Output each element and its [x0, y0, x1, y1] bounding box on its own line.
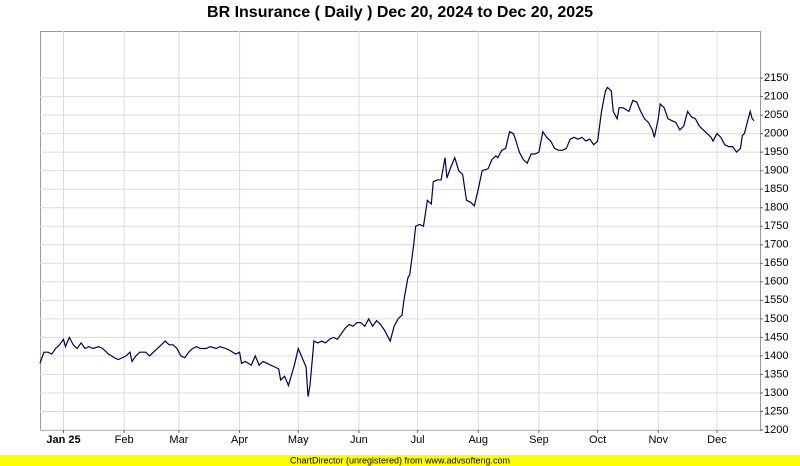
x-tick-label: Feb — [115, 434, 134, 446]
footer: ChartDirector (unregistered) from www.ad… — [290, 455, 510, 465]
x-tick-label: Dec — [707, 434, 727, 446]
y-tick-label: 1200 — [764, 424, 788, 436]
y-tick-label: 1250 — [764, 405, 788, 417]
y-tick-label: 1800 — [764, 202, 788, 214]
plot-area — [40, 31, 761, 431]
y-tick-label: 2050 — [764, 109, 788, 121]
y-tick-label: 1350 — [764, 368, 788, 380]
y-tick-label: 2150 — [764, 72, 788, 84]
y-tick-label: 1450 — [764, 331, 788, 343]
y-tick-label: 1600 — [764, 276, 788, 288]
x-tick-label: Apr — [231, 434, 248, 446]
x-tick-label: Jun — [350, 434, 368, 446]
x-tick-label: Nov — [648, 434, 668, 446]
y-tick-label: 1300 — [764, 387, 788, 399]
y-tick-label: 1550 — [764, 294, 788, 306]
y-tick-label: 1400 — [764, 350, 788, 362]
x-tick-label: May — [288, 434, 309, 446]
price-line — [39, 86, 755, 397]
y-tick-label: 1750 — [764, 220, 788, 232]
y-tick-label: 1900 — [764, 165, 788, 177]
y-tick-label: 1650 — [764, 257, 788, 269]
y-tick-label: 1950 — [764, 146, 788, 158]
x-tick-label: Aug — [468, 434, 488, 446]
y-tick-label: 2100 — [764, 90, 788, 102]
y-tick-label: 1700 — [764, 239, 788, 251]
x-tick-label: Jan 25 — [46, 434, 80, 446]
footer-bar — [0, 455, 800, 466]
x-tick-label: Oct — [589, 434, 606, 446]
x-tick-label: Mar — [169, 434, 188, 446]
x-tick-label: Sep — [529, 434, 549, 446]
y-tick-label: 2000 — [764, 128, 788, 140]
x-tick-label: Jul — [411, 434, 425, 446]
y-tick-label: 1850 — [764, 183, 788, 195]
y-tick-label: 1500 — [764, 313, 788, 325]
chart-title: BR Insurance ( Daily ) Dec 20, 2024 to D… — [207, 4, 593, 21]
